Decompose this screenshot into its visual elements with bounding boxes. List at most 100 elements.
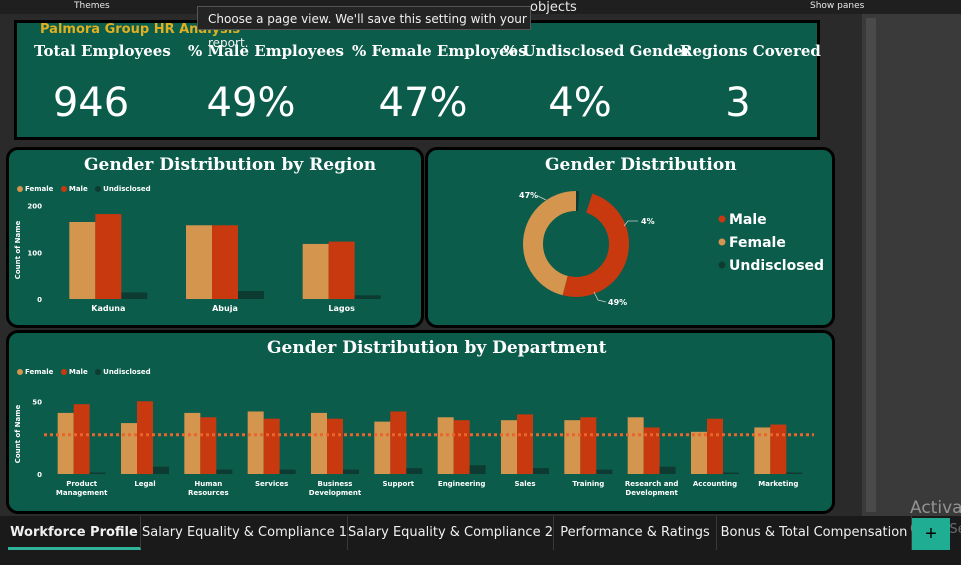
x-tick-label: Sales — [514, 480, 535, 488]
legend-dot-male — [718, 215, 726, 223]
add-page-button[interactable]: + — [912, 518, 950, 550]
x-tick-label: Abuja — [212, 304, 238, 313]
bar-female — [311, 412, 327, 474]
bar-female — [186, 225, 212, 299]
bar-undisclosed — [279, 469, 296, 474]
vertical-scrollbar[interactable] — [866, 18, 876, 512]
page-view-tooltip: Choose a page view. We'll save this sett… — [197, 6, 531, 50]
report-title: Palmora Group HR Analysis — [40, 22, 241, 37]
bar-male — [707, 418, 723, 474]
y-tick-label: 50 — [32, 398, 42, 406]
tab-workforce-profile[interactable]: Workforce Profile — [8, 516, 141, 550]
department-chart-legend: Female Male Undisclosed — [17, 368, 156, 376]
region-bar-chart: Count of Name 200 100 0 Kaduna Abuja Lagos — [14, 203, 381, 313]
bar-undisclosed — [533, 468, 549, 474]
x-tick-label: Legal — [134, 480, 155, 488]
bar-male — [643, 427, 660, 474]
legend-dot-female — [718, 238, 726, 246]
y-axis-label: Count of Name — [14, 220, 22, 279]
bar-undisclosed — [354, 295, 381, 299]
x-tick-label: Services — [255, 480, 288, 488]
bar-male — [263, 418, 280, 474]
kpi-label-female: % Female Employees — [352, 42, 527, 60]
bar-male — [580, 417, 597, 474]
x-tick-label: Research and Development — [625, 480, 679, 497]
bar-male — [327, 418, 343, 474]
bar-female — [302, 243, 329, 299]
x-tick-label: Marketing — [758, 480, 798, 488]
kpi-value-undisclosed: 4% — [548, 80, 612, 126]
region-chart-legend: Female Male Undisclosed — [17, 185, 156, 193]
bar-undisclosed — [469, 465, 486, 474]
show-panes-button[interactable]: Show panes — [810, 1, 865, 11]
bar-female — [691, 431, 707, 474]
x-tick-label: Accounting — [693, 480, 737, 488]
tab-salary-equality-1[interactable]: Salary Equality & Compliance 1 — [142, 516, 348, 550]
y-tick-label: 0 — [37, 296, 42, 304]
tab-salary-equality-2[interactable]: Salary Equality & Compliance 2 — [348, 516, 554, 550]
kpi-value-male: 49% — [206, 80, 296, 126]
legend-undisclosed[interactable]: Undisclosed — [95, 368, 151, 376]
y-axis-label: Count of Name — [14, 404, 22, 463]
bar-undisclosed — [238, 291, 264, 299]
kpi-value-total: 946 — [52, 80, 130, 126]
y-tick-label: 100 — [27, 249, 42, 257]
bar-male — [453, 420, 470, 474]
kpi-label-male: % Male Employees — [188, 42, 345, 60]
bar-female — [627, 417, 644, 474]
bar-female — [374, 421, 391, 474]
bar-undisclosed — [121, 292, 148, 299]
tab-performance-ratings[interactable]: Performance & Ratings — [554, 516, 717, 550]
y-tick-label: 0 — [37, 471, 42, 479]
bar-female — [564, 420, 581, 474]
bar-male — [73, 404, 90, 474]
bar-male — [517, 414, 533, 474]
bar-female — [437, 417, 454, 474]
themes-button[interactable]: Themes — [74, 1, 110, 11]
objects-label[interactable]: objects — [530, 0, 577, 15]
legend-female[interactable]: Female — [17, 185, 53, 193]
tab-bonus-compensation[interactable]: Bonus & Total Compensation — [717, 516, 912, 550]
bar-male — [770, 424, 787, 474]
undisclosed-swatch — [95, 369, 102, 375]
bar-female — [57, 412, 74, 474]
donut-leader-undisclosed — [623, 220, 638, 227]
bar-male — [212, 225, 238, 299]
legend-male[interactable]: Male — [60, 185, 88, 193]
legend-undisclosed[interactable]: Undisclosed — [95, 185, 151, 193]
x-tick-label: Training — [572, 480, 604, 488]
x-tick-label: Lagos — [328, 304, 355, 313]
plus-icon: + — [925, 523, 937, 545]
bar-female — [121, 423, 137, 474]
legend-female[interactable]: Female — [17, 368, 53, 376]
male-swatch — [60, 186, 67, 192]
kpi-value-regions: 3 — [725, 80, 751, 126]
activation-watermark: Activa — [910, 498, 961, 518]
legend-male[interactable]: Male — [60, 368, 88, 376]
legend-dot-undisclosed — [718, 261, 726, 269]
legend-label-female: Female — [729, 235, 786, 251]
department-chart-title: Gender Distribution by Department — [267, 338, 607, 358]
kpi-label-undisclosed: % Undisclosed Gender — [503, 42, 691, 60]
bar-undisclosed — [343, 469, 359, 474]
bar-undisclosed — [596, 469, 613, 474]
x-tick-label: Engineering — [438, 480, 486, 488]
gender-donut-card[interactable] — [425, 147, 835, 328]
donut-chart-title: Gender Distribution — [545, 155, 737, 175]
bar-female — [69, 222, 96, 299]
kpi-label-total: Total Employees — [34, 42, 171, 60]
bar-male — [200, 417, 217, 474]
bar-undisclosed — [153, 466, 169, 474]
legend-label-undisclosed: Undisclosed — [729, 258, 824, 274]
bar-undisclosed — [89, 472, 106, 474]
female-swatch — [17, 186, 23, 192]
bar-undisclosed — [786, 472, 803, 474]
x-tick-label: Kaduna — [91, 304, 125, 313]
donut-leader-female — [537, 195, 547, 201]
donut-label-undisclosed: 4% — [641, 217, 655, 226]
undisclosed-swatch — [95, 186, 102, 192]
donut-label-male: 49% — [608, 298, 627, 307]
bar-male — [328, 241, 355, 299]
bar-female — [501, 420, 517, 474]
donut-slice-undisclosed — [523, 191, 629, 297]
